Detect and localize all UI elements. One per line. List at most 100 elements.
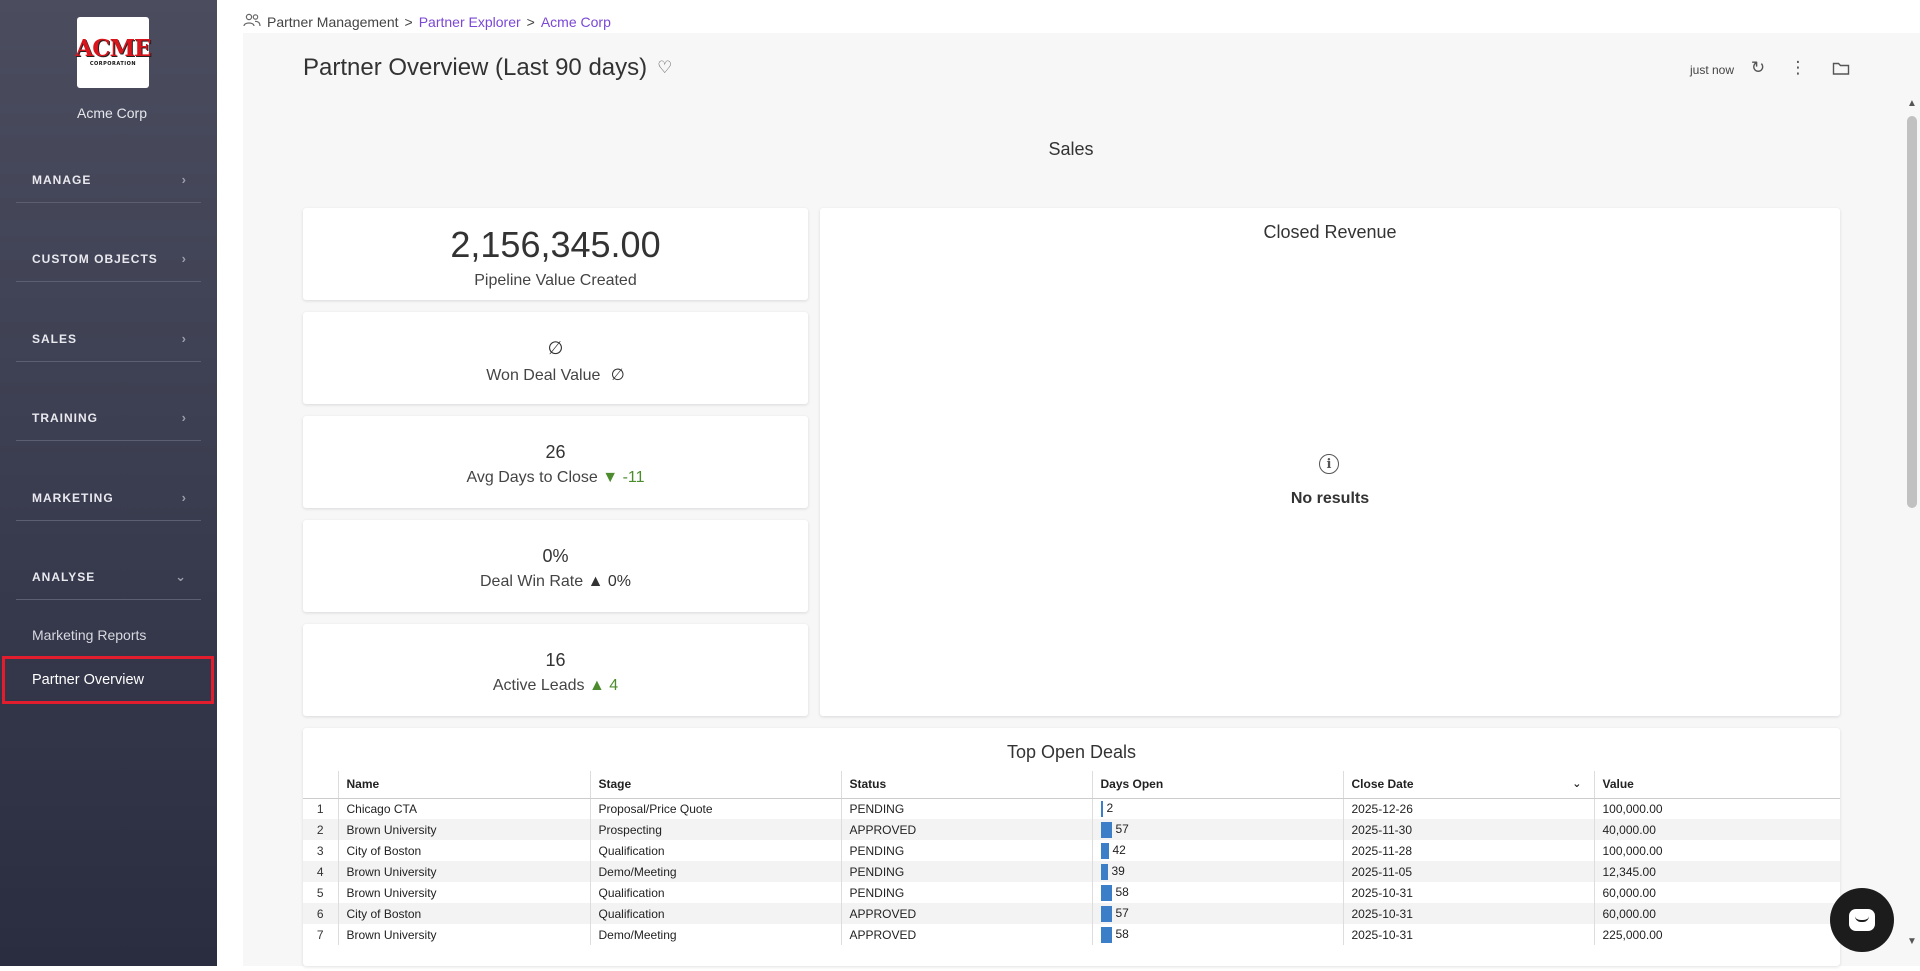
column-header-status[interactable]: Status	[840, 771, 1092, 799]
chevron-right-icon: ›	[181, 251, 187, 266]
kpi-value: 16	[545, 650, 566, 670]
kpi-value: 0%	[542, 546, 569, 566]
deals-table: Name Stage Status Days Open Close Date ⌄…	[303, 771, 1840, 945]
chevron-right-icon: ›	[181, 331, 187, 346]
days-open-cell: 2	[1091, 798, 1343, 819]
scroll-down-arrow-icon[interactable]: ▼	[1907, 936, 1917, 947]
value-cell: 40,000.00	[1593, 819, 1840, 840]
panel-title: Top Open Deals	[1006, 742, 1137, 762]
table-row[interactable]: 3 City of Boston Qualification PENDING 42 202…	[303, 840, 1840, 861]
name-cell: Brown University	[337, 819, 590, 840]
folder-icon[interactable]	[1831, 58, 1851, 78]
nav-section-label: TRAINING	[32, 410, 98, 425]
name-cell: Chicago CTA	[337, 798, 590, 819]
breadcrumb-separator: >	[404, 13, 413, 30]
nav-section-sales[interactable]: SALES ›	[16, 316, 201, 362]
kpi-deal-win-rate: 0% Deal Win Rate ▲ 0%	[303, 520, 808, 612]
column-header-name[interactable]: Name	[337, 771, 590, 799]
days-open-bar	[1100, 863, 1108, 880]
kpi-label: Pipeline Value Created	[474, 272, 637, 289]
column-header-value[interactable]: Value	[1593, 771, 1840, 799]
nav-section-custom-objects[interactable]: CUSTOM OBJECTS ›	[16, 236, 201, 282]
kpi-label: Active Leads	[492, 677, 585, 694]
panel-title: Closed Revenue	[1263, 222, 1397, 242]
chevron-right-icon: ›	[181, 172, 187, 187]
partners-icon	[243, 13, 261, 30]
kpi-label-row: Avg Days to Close ▼ -11	[303, 469, 808, 487]
sidebar-item-partner-overview[interactable]: Partner Overview	[2, 656, 214, 704]
days-open-cell: 57	[1091, 903, 1343, 924]
table-row[interactable]: 5 Brown University Qualification PENDING 58 2…	[303, 882, 1840, 903]
kpi-value: 2,156,345.00	[450, 224, 661, 265]
kpi-label: Deal Win Rate	[479, 573, 584, 590]
table-row[interactable]: 2 Brown University Prospecting APPROVED 57 20…	[303, 819, 1840, 840]
name-cell: Brown University	[337, 924, 590, 945]
chevron-down-icon: ⌄	[175, 568, 187, 584]
days-open-cell: 39	[1091, 861, 1343, 882]
scroll-up-arrow-icon[interactable]: ▲	[1907, 98, 1917, 109]
logo-subtext: CORPORATION	[89, 61, 137, 67]
name-cell: City of Boston	[337, 840, 590, 861]
days-open-cell: 58	[1091, 924, 1343, 945]
name-cell: Brown University	[337, 861, 590, 882]
org-logo[interactable]: ACME CORPORATION	[75, 17, 152, 88]
heart-icon[interactable]: ♡	[657, 58, 673, 77]
days-open-value: 42	[1112, 842, 1126, 857]
status-cell: PENDING	[840, 840, 1092, 861]
days-open-bar	[1100, 800, 1103, 817]
days-open-bar	[1100, 905, 1112, 922]
column-header-close-date[interactable]: Close Date ⌄	[1342, 771, 1594, 799]
kpi-value: ∅	[547, 338, 564, 358]
nav-section-training[interactable]: TRAINING ›	[16, 395, 201, 441]
table-row[interactable]: 1 Chicago CTA Proposal/Price Quote PENDING 2…	[303, 798, 1840, 819]
row-number-cell: 4	[303, 861, 338, 882]
nav-section-label: ANALYSE	[32, 569, 96, 584]
kpi-label-row: Deal Win Rate ▲ 0%	[303, 573, 808, 591]
row-number-cell: 2	[303, 819, 338, 840]
breadcrumb-separator: >	[526, 13, 535, 30]
nav-section-label: MARKETING	[32, 490, 114, 505]
sort-descending-icon[interactable]: ⌄	[1572, 778, 1582, 791]
name-cell: City of Boston	[337, 903, 590, 924]
sidebar-item-marketing-reports[interactable]: Marketing Reports	[32, 627, 147, 643]
nav-section-marketing[interactable]: MARKETING ›	[16, 475, 201, 521]
close-date-cell: 2025-10-31	[1342, 903, 1594, 924]
value-cell: 100,000.00	[1593, 798, 1840, 819]
refresh-icon[interactable]: ↻	[1750, 58, 1766, 77]
stage-cell: Qualification	[589, 903, 841, 924]
status-cell: APPROVED	[840, 924, 1092, 945]
days-open-value: 57	[1115, 821, 1129, 836]
days-open-value: 58	[1115, 926, 1129, 941]
section-heading-sales: Sales	[1048, 139, 1094, 159]
table-row[interactable]: 4 Brown University Demo/Meeting PENDING 39 20…	[303, 861, 1840, 882]
column-header-days-open[interactable]: Days Open	[1091, 771, 1343, 799]
days-open-bar	[1100, 926, 1112, 943]
page-scrollbar[interactable]: ▲ ▼	[1903, 96, 1920, 950]
column-header-stage[interactable]: Stage	[589, 771, 841, 799]
nav-section-manage[interactable]: MANAGE ›	[16, 157, 201, 203]
scrollbar-thumb[interactable]	[1907, 116, 1917, 508]
status-cell: PENDING	[840, 861, 1092, 882]
days-open-bar	[1100, 842, 1109, 859]
row-number-cell: 1	[316, 801, 324, 816]
breadcrumb-current[interactable]: Acme Corp	[540, 13, 611, 30]
table-row[interactable]: 6 City of Boston Qualification APPROVED 57 20…	[303, 903, 1840, 924]
breadcrumb-partner-explorer[interactable]: Partner Explorer	[418, 13, 521, 30]
value-cell: 60,000.00	[1593, 882, 1840, 903]
row-number-cell: 6	[303, 903, 338, 924]
kebab-menu-icon[interactable]: ⋮	[1789, 58, 1807, 77]
closed-revenue-panel: Closed Revenue i No results	[820, 208, 1840, 716]
chevron-right-icon: ›	[181, 490, 187, 505]
status-cell: PENDING	[840, 882, 1092, 903]
kpi-delta: ▼ -11	[602, 469, 645, 486]
sidebar: ACME CORPORATION Acme Corp MANAGE › CUST…	[0, 0, 217, 966]
table-row[interactable]: 7 Brown University Demo/Meeting APPROVED 58 2…	[303, 924, 1840, 945]
top-open-deals-panel: Top Open Deals Name Stage Status Days Op…	[303, 728, 1840, 966]
column-header-row-number	[303, 771, 338, 799]
stage-cell: Prospecting	[589, 819, 841, 840]
stage-cell: Proposal/Price Quote	[589, 798, 841, 819]
chat-launcher-button[interactable]	[1830, 888, 1894, 952]
row-number-cell: 7	[316, 927, 324, 942]
nav-section-analyse[interactable]: ANALYSE ⌄	[16, 554, 201, 600]
breadcrumb-root[interactable]: Partner Management	[267, 13, 399, 30]
